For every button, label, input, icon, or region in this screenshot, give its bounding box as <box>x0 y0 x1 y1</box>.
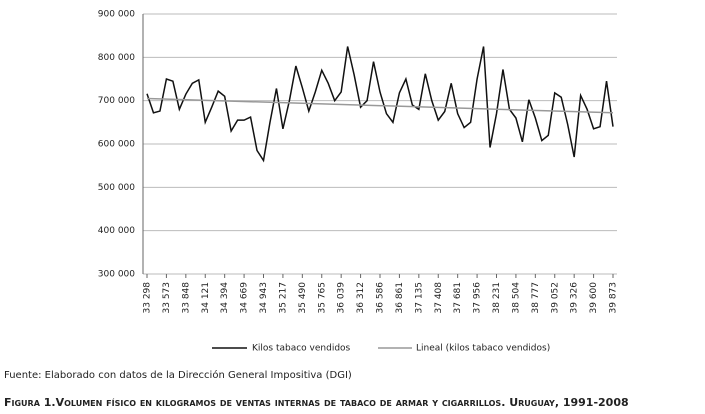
x-tick-label: 33 848 <box>181 282 191 314</box>
chart-title: Figura 1.Volumen físico en kilogramos de… <box>4 396 629 409</box>
x-tick-label: 34 394 <box>220 282 230 314</box>
x-tick-label: 37 956 <box>473 282 483 314</box>
y-tick-label: 300 000 <box>98 270 135 280</box>
y-tick-label: 600 000 <box>98 140 135 150</box>
y-tick-label: 900 000 <box>98 10 135 20</box>
x-tick-label: 35 217 <box>278 282 288 314</box>
trend-line <box>146 97 614 114</box>
x-tick-label: 39 600 <box>589 282 599 314</box>
x-tick-label: 36 861 <box>395 282 405 314</box>
x-tick-label: 36 312 <box>356 282 366 314</box>
y-tick-label: 500 000 <box>98 183 135 193</box>
x-tick-label: 38 231 <box>492 282 502 314</box>
x-tick-label: 34 669 <box>240 282 250 314</box>
x-tick-label: 33 298 <box>143 282 153 314</box>
y-tick-label: 700 000 <box>98 96 135 106</box>
x-tick-label: 39 052 <box>550 282 560 314</box>
x-tick-label: 36 039 <box>337 282 347 314</box>
legend-label: Kilos tabaco vendidos <box>252 344 351 354</box>
x-tick-label: 33 573 <box>162 282 172 314</box>
y-tick-label: 400 000 <box>98 226 135 236</box>
x-tick-label: 34 121 <box>201 282 211 314</box>
x-tick-label: 34 943 <box>259 282 269 314</box>
x-tick-label: 38 777 <box>531 282 541 314</box>
x-tick-label: 38 504 <box>511 282 521 314</box>
y-tick-label: 800 000 <box>98 53 135 63</box>
x-tick-label: 37 681 <box>453 282 463 314</box>
x-tick-label: 36 586 <box>376 282 386 314</box>
x-tick-label: 37 135 <box>414 282 424 314</box>
x-tick-label: 35 490 <box>298 282 308 314</box>
legend-label: Lineal (kilos tabaco vendidos) <box>416 344 550 354</box>
x-tick-label: 39 873 <box>609 282 619 314</box>
x-tick-label: 37 408 <box>434 282 444 314</box>
data-line <box>146 46 614 163</box>
source: Fuente: Elaborado con datos de la Direcc… <box>4 369 352 381</box>
x-tick-label: 39 326 <box>570 282 580 314</box>
x-tick-label: 35 765 <box>317 282 327 314</box>
